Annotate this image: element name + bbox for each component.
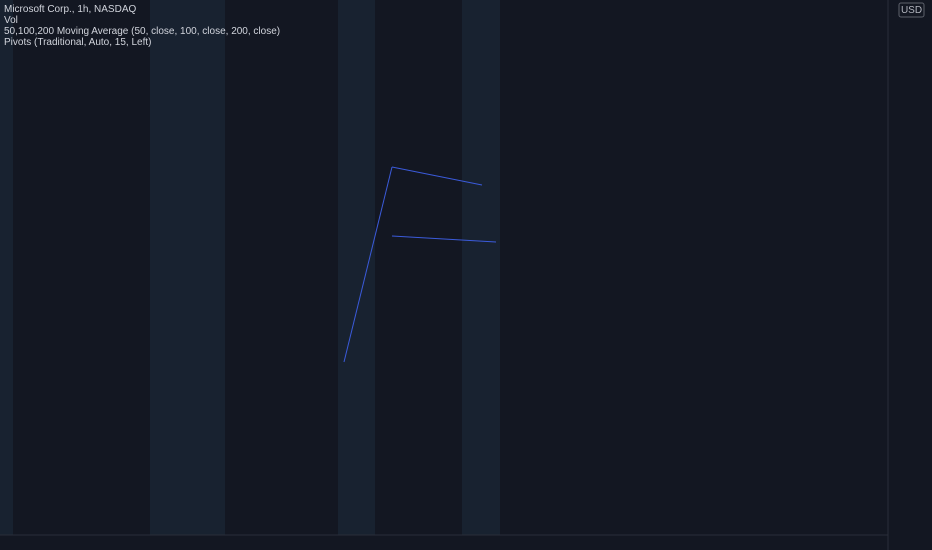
- currency-box: [898, 2, 925, 18]
- indicator-label: Pivots (Traditional, Auto, 15, Left): [4, 37, 151, 48]
- indicator-label: Vol: [4, 15, 18, 26]
- trend-line: [343, 166, 393, 363]
- price-axis: [888, 0, 932, 550]
- session-band: [150, 0, 225, 535]
- session-band: [0, 0, 13, 535]
- session-band: [462, 0, 500, 535]
- currency: USD: [901, 5, 922, 16]
- indicator-label: 50,100,200 Moving Average (50, close, 10…: [4, 26, 280, 37]
- session-band: [338, 0, 375, 535]
- trend-line: [391, 235, 497, 243]
- chart-title: Microsoft Corp., 1h, NASDAQ: [4, 4, 136, 15]
- trend-line: [391, 166, 483, 186]
- trend-drawings: [343, 166, 497, 363]
- session-shading: [0, 0, 500, 535]
